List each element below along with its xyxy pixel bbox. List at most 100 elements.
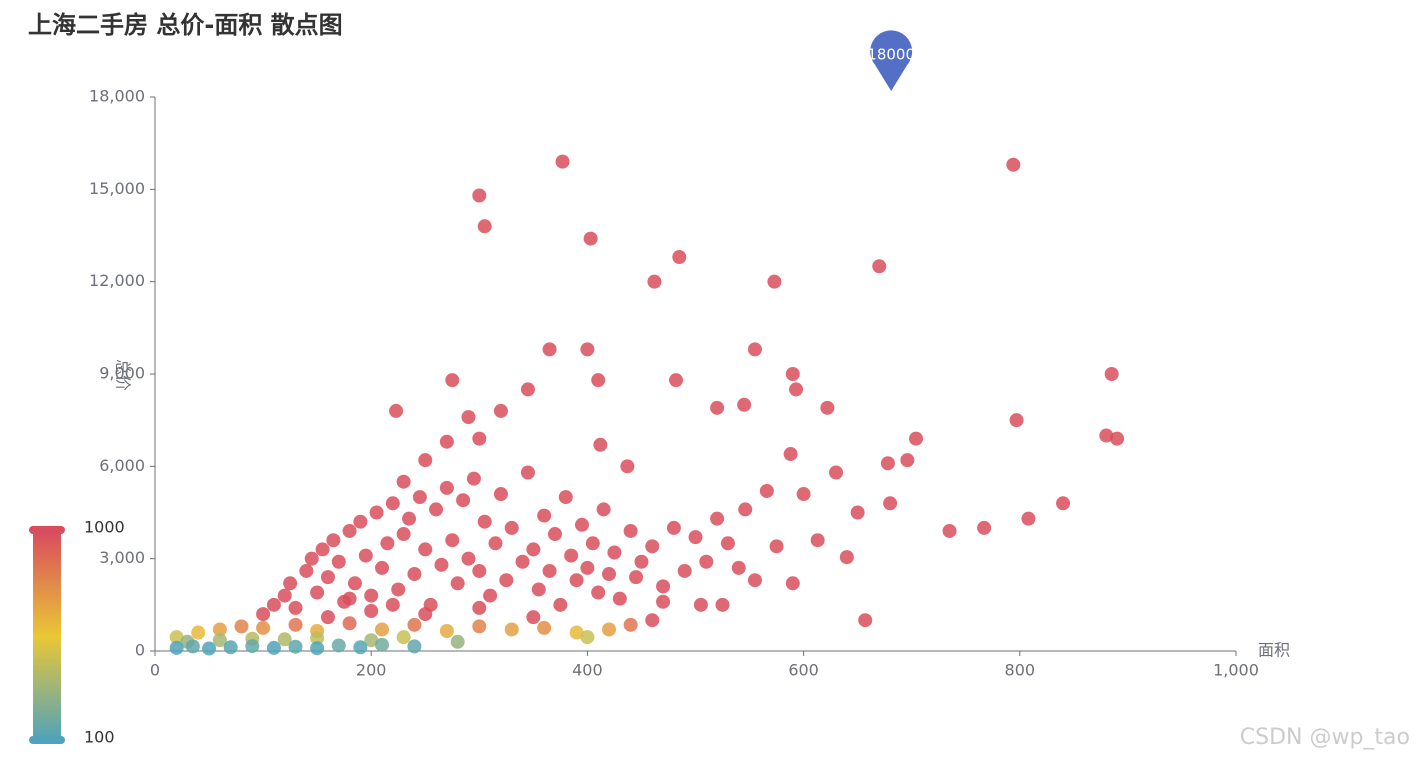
scatter-point (472, 188, 487, 203)
scatter-point (520, 465, 535, 480)
x-tick-label: 600 (788, 661, 819, 680)
scatter-point (375, 637, 390, 652)
scatter-point (418, 453, 433, 468)
scatter-point (900, 453, 915, 468)
scatter-point (342, 591, 357, 606)
scatter-point (439, 623, 454, 638)
scatter-point (647, 274, 662, 289)
scatter-point (810, 533, 825, 548)
scatter-point (347, 576, 362, 591)
scatter-point (234, 619, 249, 634)
scatter-point (283, 576, 298, 591)
scatter-point (342, 616, 357, 631)
x-tick-label: 0 (150, 661, 160, 680)
scatter-point (699, 554, 714, 569)
scatter-point (1099, 428, 1114, 443)
scatter-point (493, 487, 508, 502)
visual-map-bar (33, 533, 61, 740)
scatter-point (585, 536, 600, 551)
scatter-point (472, 431, 487, 446)
scatter-point (558, 490, 573, 505)
scatter-point (169, 640, 184, 655)
scatter-point (266, 640, 281, 655)
scatter-point (715, 597, 730, 612)
scatter-point (677, 563, 692, 578)
scatter-point (672, 250, 687, 265)
scatter-point (407, 617, 422, 632)
scatter-point (596, 502, 611, 517)
scatter-point (607, 545, 622, 560)
scatter-point (623, 523, 638, 538)
scatter-point (299, 563, 314, 578)
scatter-point (629, 570, 644, 585)
scatter-point (666, 520, 681, 535)
scatter-point (434, 557, 449, 572)
scatter-point (461, 410, 476, 425)
scatter-point (364, 603, 379, 618)
scatter-point (656, 594, 671, 609)
scatter-point (375, 622, 390, 637)
scatter-point (858, 613, 873, 628)
scatter-point (789, 382, 804, 397)
scatter-point (277, 588, 292, 603)
scatter-point (499, 573, 514, 588)
scatter-point (710, 511, 725, 526)
scatter-point (445, 533, 460, 548)
scatter-point (310, 641, 325, 656)
scatter-point (977, 520, 992, 535)
scatter-point (450, 634, 465, 649)
scatter-point (266, 597, 281, 612)
scatter-point (212, 622, 227, 637)
scatter-point (583, 231, 598, 246)
scatter-point (591, 373, 606, 388)
y-tick-label: 9,000 (99, 364, 145, 383)
scatter-point (412, 490, 427, 505)
scatter-point (564, 548, 579, 563)
scatter-point (526, 542, 541, 557)
scatter-point (402, 511, 417, 526)
scatter-point (738, 502, 753, 517)
visual-map-handle[interactable] (29, 526, 65, 534)
scatter-point (320, 570, 335, 585)
scatter-point (767, 274, 782, 289)
scatter-point (418, 542, 433, 557)
scatter-point (580, 630, 595, 645)
scatter-point (439, 434, 454, 449)
scatter-point (472, 563, 487, 578)
scatter-point (310, 585, 325, 600)
scatter-point (288, 639, 303, 654)
scatter-point (185, 639, 200, 654)
scatter-point (331, 554, 346, 569)
scatter-point (850, 505, 865, 520)
scatter-point (1009, 413, 1024, 428)
scatter-point (769, 539, 784, 554)
scatter-point (315, 542, 330, 557)
y-tick-label: 6,000 (99, 456, 145, 475)
mark-point-pin (870, 30, 913, 92)
scatter-point (747, 573, 762, 588)
scatter-point (839, 550, 854, 565)
y-tick-label: 18,000 (89, 87, 145, 106)
scatter-point (364, 633, 379, 648)
y-tick-label: 3,000 (99, 548, 145, 567)
scatter-point (785, 367, 800, 381)
y-tick-label: 15,000 (89, 179, 145, 198)
scatter-point (1110, 431, 1125, 446)
scatter-point (880, 456, 895, 471)
scatter-point (693, 597, 708, 612)
scatter-point (256, 620, 271, 635)
scatter-point (364, 588, 379, 603)
scatter-point (353, 514, 368, 529)
scatter-point (256, 607, 271, 622)
scatter-point (634, 554, 649, 569)
x-tick-label: 800 (1005, 661, 1036, 680)
chart-title: 上海二手房 总价-面积 散点图 (28, 11, 343, 39)
visual-map-handle[interactable] (29, 736, 65, 744)
scatter-point (1021, 511, 1036, 526)
scatter-point (461, 551, 476, 566)
scatter-point (593, 437, 608, 452)
scatter-point (202, 641, 217, 656)
scatter-point (623, 617, 638, 632)
scatter-point (710, 400, 725, 415)
mark-point-label: 18000 (867, 46, 915, 64)
